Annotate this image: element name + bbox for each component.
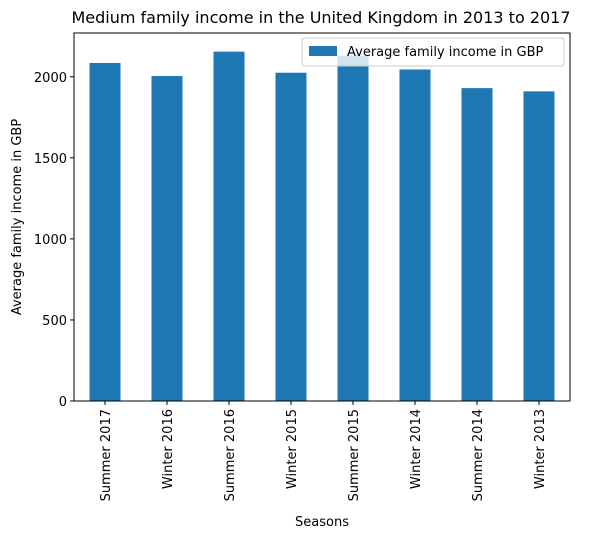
legend-swatch bbox=[309, 46, 337, 56]
bars bbox=[89, 51, 555, 402]
y-tick-label-2: 1000 bbox=[34, 233, 67, 248]
y-axis-label: Average family income in GBP bbox=[10, 119, 25, 315]
bar-2 bbox=[213, 51, 245, 401]
x-tick-label-6: Summer 2014 bbox=[471, 409, 486, 501]
x-tick-label-3: Winter 2015 bbox=[285, 409, 300, 489]
x-tick-label-5: Winter 2014 bbox=[409, 409, 424, 489]
x-tick-label-4: Summer 2015 bbox=[347, 409, 362, 501]
x-tick-label-2: Summer 2016 bbox=[223, 409, 238, 501]
x-axis-label: Seasons bbox=[295, 515, 349, 530]
x-ticks: Summer 2017 Winter 2016 Summer 2016 Winter … bbox=[99, 401, 548, 501]
y-tick-label-3: 1500 bbox=[34, 152, 67, 167]
legend: Average family income in GBP bbox=[301, 37, 565, 67]
x-tick-label-0: Summer 2017 bbox=[99, 409, 114, 501]
y-tick-label-0: 0 bbox=[59, 395, 67, 410]
y-tick-label-1: 500 bbox=[42, 314, 67, 329]
y-tick-label-4: 2000 bbox=[34, 71, 67, 86]
bar-5 bbox=[399, 69, 431, 401]
bar-6 bbox=[461, 88, 493, 401]
y-ticks: 0 500 1000 1500 2000 bbox=[34, 71, 74, 410]
legend-label: Average family income in GBP bbox=[347, 45, 543, 60]
bar-1 bbox=[151, 75, 183, 401]
bar-0 bbox=[89, 62, 121, 402]
bar-3 bbox=[275, 72, 307, 401]
bar-7 bbox=[523, 91, 555, 401]
plot-frame bbox=[73, 32, 571, 402]
legend-frame bbox=[301, 37, 565, 67]
x-tick-label-7: Winter 2013 bbox=[533, 409, 548, 489]
bar-4 bbox=[337, 55, 369, 401]
x-tick-label-1: Winter 2016 bbox=[161, 409, 176, 489]
chart-title: Medium family income in the United Kingd… bbox=[71, 8, 570, 27]
